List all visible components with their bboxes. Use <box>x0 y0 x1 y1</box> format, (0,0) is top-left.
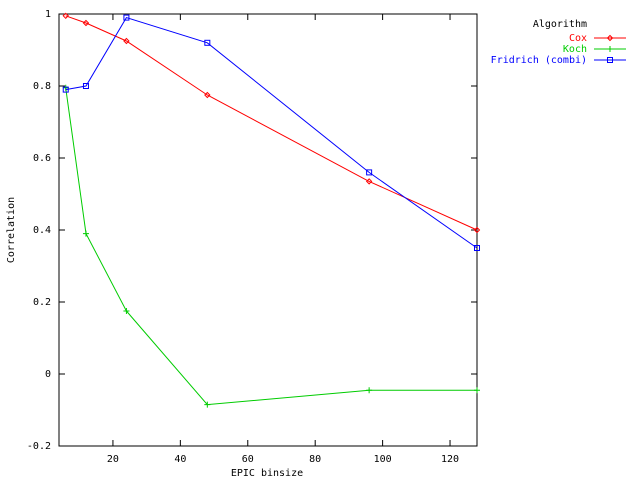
data-point-cox <box>204 91 211 99</box>
data-point-fridrich-combi <box>123 14 130 21</box>
data-point-koch <box>204 401 211 408</box>
legend-label-fridrich-combi: Fridrich (combi) <box>491 55 587 66</box>
data-point-cox <box>123 37 130 45</box>
y-tick-label: 1 <box>45 9 51 20</box>
legend-marker-fridrich-combi <box>607 57 613 63</box>
series-fridrich-combi <box>62 14 480 251</box>
y-tick-label: 0.4 <box>33 225 51 236</box>
data-point-koch <box>123 308 130 314</box>
x-tick-label: 100 <box>374 454 392 465</box>
legend-marker-cox <box>606 34 614 42</box>
series-line-koch <box>65 87 477 406</box>
legend-label-koch: Koch <box>563 44 587 55</box>
y-tick-label: 0.8 <box>33 81 51 92</box>
series-cox <box>62 12 481 234</box>
x-tick-label: 40 <box>174 454 186 465</box>
y-axis-label: Correlation <box>6 197 17 263</box>
legend-label-cox: Cox <box>569 33 587 44</box>
y-tick-label: -0.2 <box>27 441 51 452</box>
y-tick-label: 0.2 <box>33 297 51 308</box>
data-point-fridrich-combi <box>82 83 89 89</box>
x-tick-label: 60 <box>242 454 254 465</box>
data-point-cox <box>473 226 481 234</box>
y-tick-label: 0 <box>45 369 51 380</box>
y-tick-label: 0.6 <box>33 153 51 164</box>
x-tick-label: 120 <box>441 454 459 465</box>
data-point-fridrich-combi <box>366 169 373 176</box>
data-point-koch <box>474 387 480 394</box>
data-point-fridrich-combi <box>62 86 69 93</box>
series-layer <box>62 12 481 408</box>
data-point-fridrich-combi <box>474 245 480 251</box>
x-tick-label: 20 <box>107 454 119 465</box>
data-point-koch <box>82 230 89 237</box>
data-point-cox <box>365 178 373 185</box>
x-axis-label: EPIC binsize <box>231 468 303 479</box>
data-point-fridrich-combi <box>204 39 211 46</box>
legend-marker-koch <box>607 46 613 52</box>
legend-title: Algorithm <box>533 19 587 30</box>
series-line-cox <box>65 15 478 231</box>
axis-ticks <box>59 13 477 447</box>
series-koch <box>62 84 480 408</box>
data-point-koch <box>366 387 373 394</box>
x-tick-label: 80 <box>309 454 321 465</box>
data-point-cox <box>62 12 69 20</box>
series-line-fridrich-combi <box>65 17 478 249</box>
plot-frame <box>58 13 478 447</box>
data-point-cox <box>82 19 90 27</box>
axis-tick-labels: 20 40 60 80 100 120 -0.2 0 0.2 0.4 0.6 0.8 1 <box>27 9 459 465</box>
